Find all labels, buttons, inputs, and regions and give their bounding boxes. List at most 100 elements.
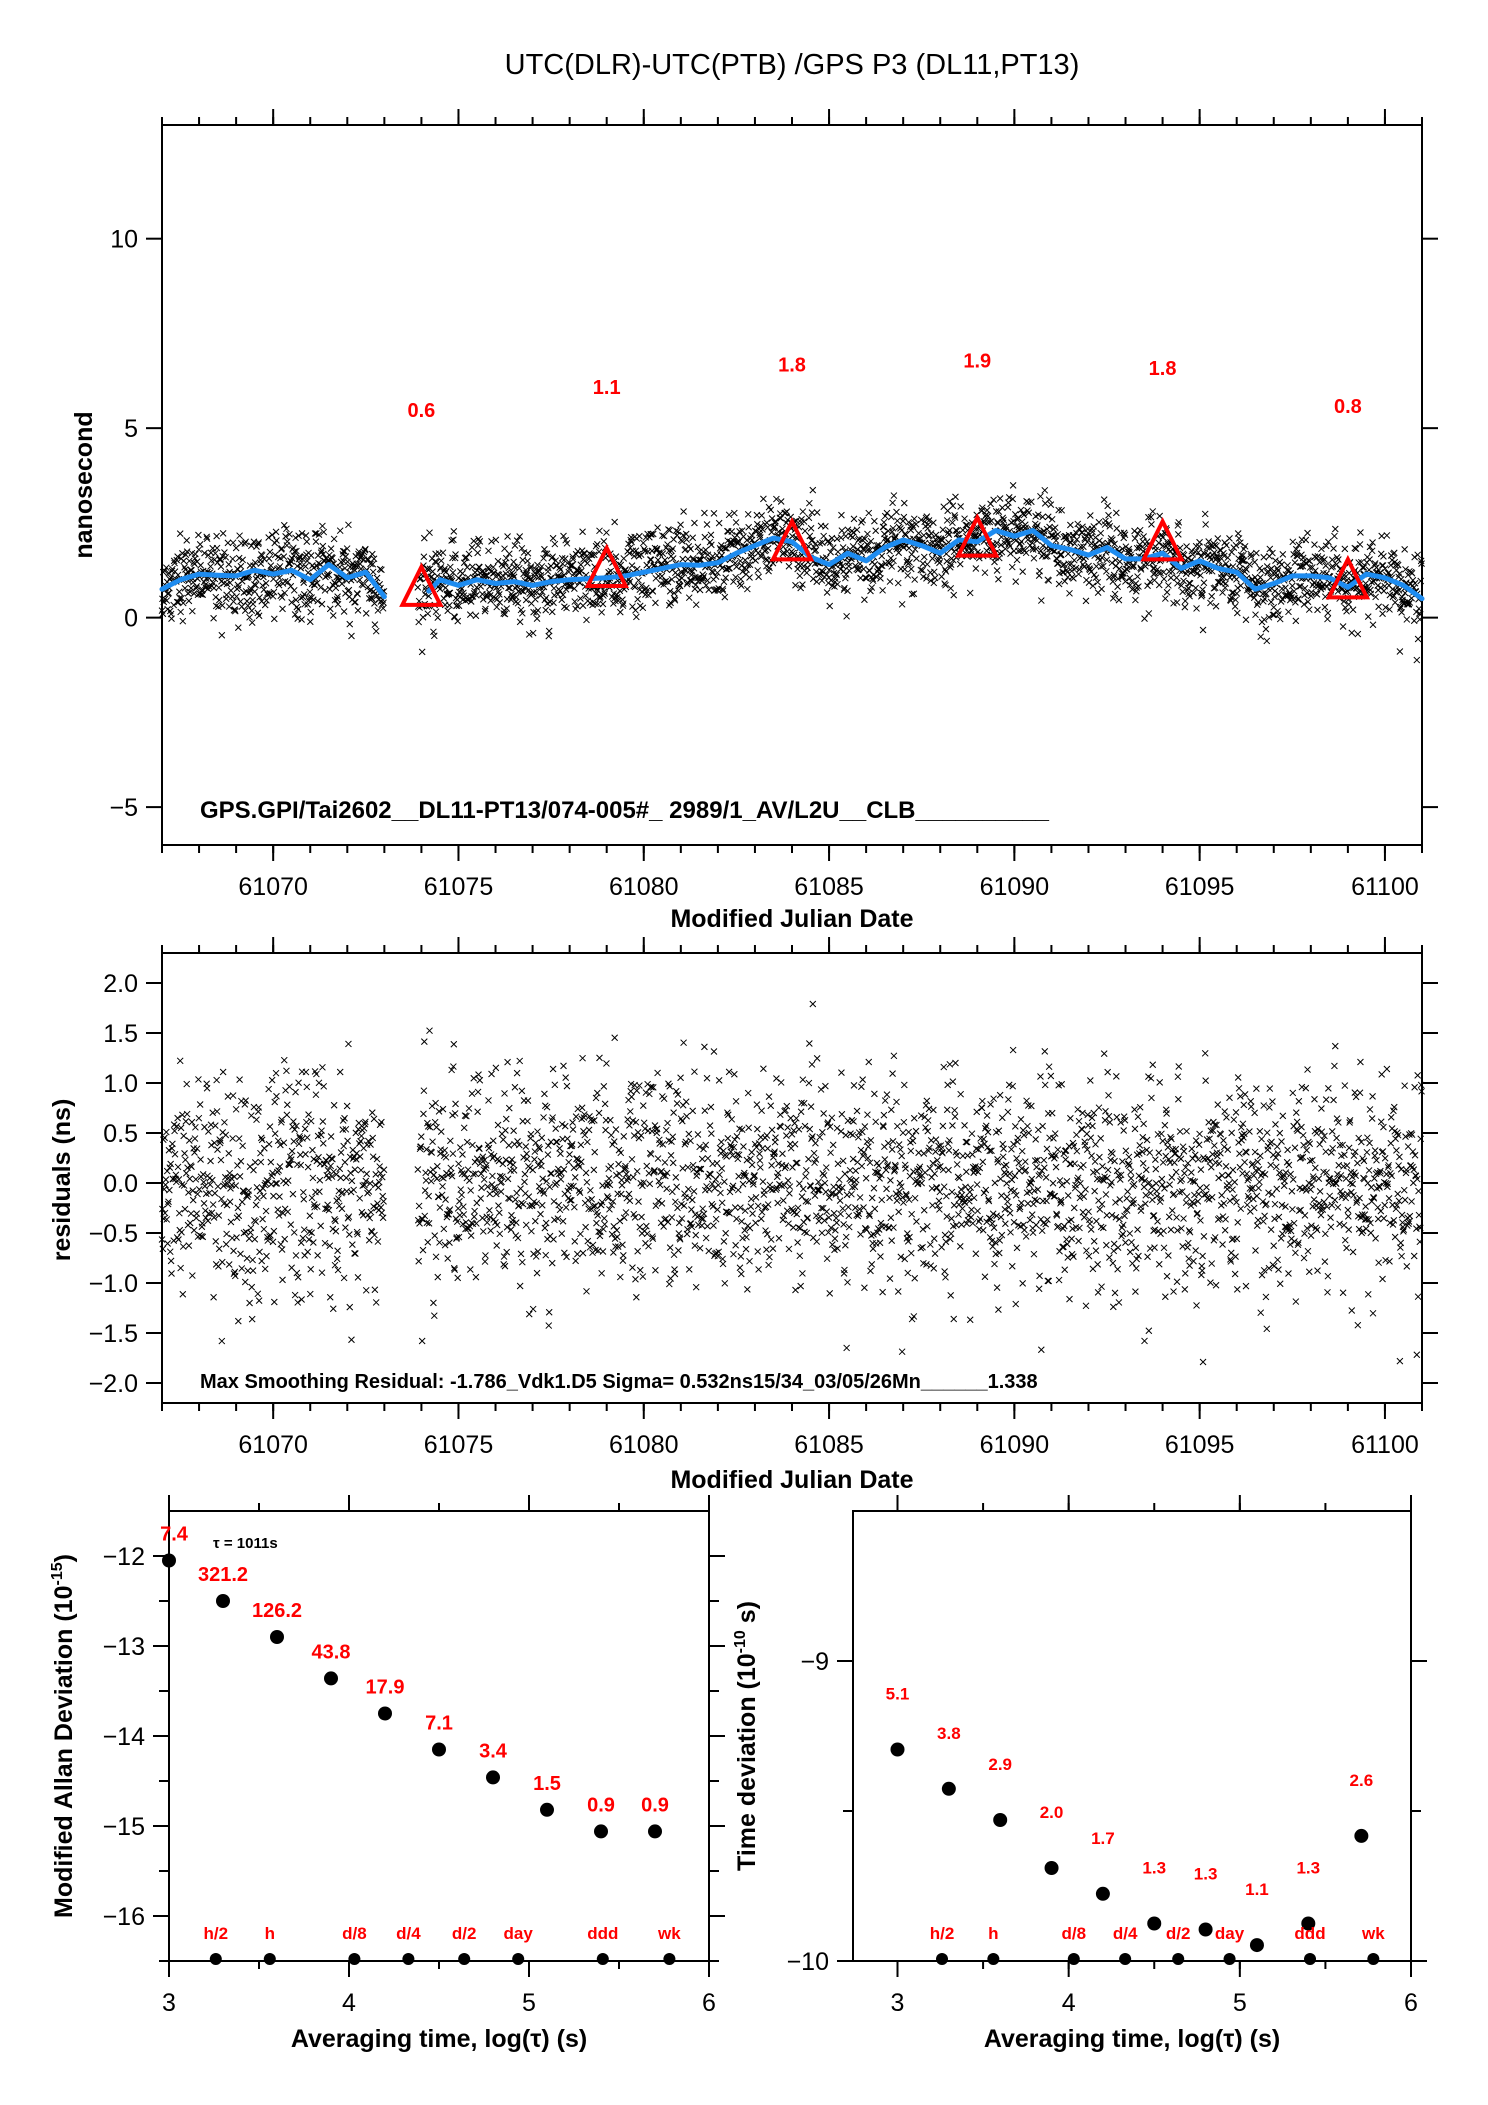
residual-point bbox=[926, 1241, 934, 1248]
residual-point bbox=[722, 1229, 730, 1237]
residual-point bbox=[979, 1226, 987, 1234]
residual-point bbox=[212, 1238, 220, 1245]
data-point bbox=[1083, 538, 1091, 546]
residual-point bbox=[460, 1124, 468, 1132]
residual-point bbox=[809, 1133, 816, 1140]
data-point bbox=[654, 524, 661, 531]
data-point bbox=[671, 595, 678, 602]
residual-point bbox=[574, 1250, 581, 1258]
data-point bbox=[563, 539, 571, 547]
data-point bbox=[177, 608, 184, 616]
data-point bbox=[297, 564, 305, 572]
data-point bbox=[479, 596, 487, 603]
residual-point bbox=[1009, 1046, 1017, 1054]
residual-point bbox=[338, 1205, 346, 1213]
residual-point bbox=[731, 1136, 739, 1144]
data-point bbox=[1201, 510, 1209, 518]
residual-point bbox=[871, 1205, 879, 1213]
residual-point bbox=[442, 1153, 450, 1161]
data-point bbox=[459, 570, 466, 577]
data-point bbox=[894, 517, 901, 525]
data-point bbox=[910, 590, 918, 598]
data-point bbox=[235, 554, 243, 562]
data-point bbox=[712, 573, 720, 580]
residual-point bbox=[495, 1202, 502, 1209]
residual-point bbox=[668, 1214, 676, 1221]
residual-point bbox=[712, 1176, 720, 1183]
data-point bbox=[161, 567, 168, 575]
data-point bbox=[877, 562, 885, 569]
data-point bbox=[315, 531, 323, 538]
data-point bbox=[526, 590, 534, 597]
data-point bbox=[338, 580, 346, 588]
residual-point bbox=[489, 1172, 496, 1180]
residual-point bbox=[265, 1140, 273, 1148]
residual-point bbox=[962, 1138, 970, 1146]
residual-point bbox=[242, 1097, 250, 1104]
residual-point bbox=[572, 1113, 580, 1120]
residual-point bbox=[805, 1040, 813, 1047]
residual-point bbox=[617, 1149, 625, 1157]
residual-point bbox=[433, 1175, 441, 1183]
data-point bbox=[485, 547, 492, 555]
residual-point bbox=[191, 1135, 199, 1142]
residual-point bbox=[743, 1286, 751, 1293]
residual-point bbox=[454, 1274, 462, 1282]
residual-point bbox=[858, 1162, 866, 1170]
data-point bbox=[864, 542, 872, 549]
residual-point bbox=[319, 1063, 326, 1071]
data-point bbox=[1115, 596, 1123, 604]
data-point bbox=[244, 602, 252, 609]
data-point bbox=[426, 529, 433, 537]
residual-point bbox=[705, 1186, 713, 1193]
y-tick-label: −5 bbox=[109, 794, 138, 822]
data-point bbox=[592, 600, 599, 608]
residual-point bbox=[439, 1182, 446, 1190]
residual-point bbox=[544, 1151, 552, 1158]
residual-point bbox=[239, 1142, 247, 1150]
data-point bbox=[869, 577, 877, 585]
data-point bbox=[325, 571, 333, 579]
residual-point bbox=[632, 1275, 639, 1283]
residual-point bbox=[893, 1098, 900, 1106]
data-point bbox=[704, 577, 711, 584]
residual-point bbox=[560, 1165, 568, 1173]
residual-point bbox=[721, 1279, 729, 1287]
data-point bbox=[345, 521, 352, 529]
data-point bbox=[688, 568, 696, 575]
data-point bbox=[281, 578, 289, 585]
residual-point bbox=[724, 1111, 732, 1119]
residual-point bbox=[747, 1195, 755, 1203]
data-point bbox=[674, 528, 682, 535]
residual-point bbox=[610, 1223, 618, 1230]
data-point bbox=[753, 520, 761, 528]
y-tick-label: 1.5 bbox=[103, 1020, 138, 1048]
data-point bbox=[613, 591, 621, 599]
data-point bbox=[838, 511, 845, 519]
data-point bbox=[1051, 524, 1059, 532]
residual-point bbox=[371, 1231, 378, 1239]
residual-point bbox=[548, 1170, 555, 1177]
residual-point bbox=[494, 1121, 502, 1129]
data-point bbox=[318, 547, 325, 555]
residual-point bbox=[176, 1057, 184, 1065]
data-point bbox=[1018, 538, 1025, 545]
data-point bbox=[612, 597, 619, 605]
data-point bbox=[419, 613, 427, 621]
data-point bbox=[330, 535, 338, 543]
residual-point bbox=[945, 1166, 952, 1174]
residual-point bbox=[225, 1149, 233, 1157]
residual-point bbox=[841, 1266, 848, 1274]
data-point bbox=[777, 514, 785, 522]
residual-point bbox=[345, 1231, 353, 1238]
residual-point bbox=[195, 1185, 203, 1193]
data-point bbox=[448, 537, 455, 544]
residual-point bbox=[564, 1135, 571, 1143]
residual-point bbox=[754, 1202, 762, 1210]
residual-point bbox=[556, 1145, 563, 1152]
data-point bbox=[503, 605, 511, 612]
data-point bbox=[886, 547, 893, 555]
data-point bbox=[439, 549, 447, 557]
residual-point bbox=[167, 1257, 175, 1265]
residual-point bbox=[263, 1252, 270, 1260]
